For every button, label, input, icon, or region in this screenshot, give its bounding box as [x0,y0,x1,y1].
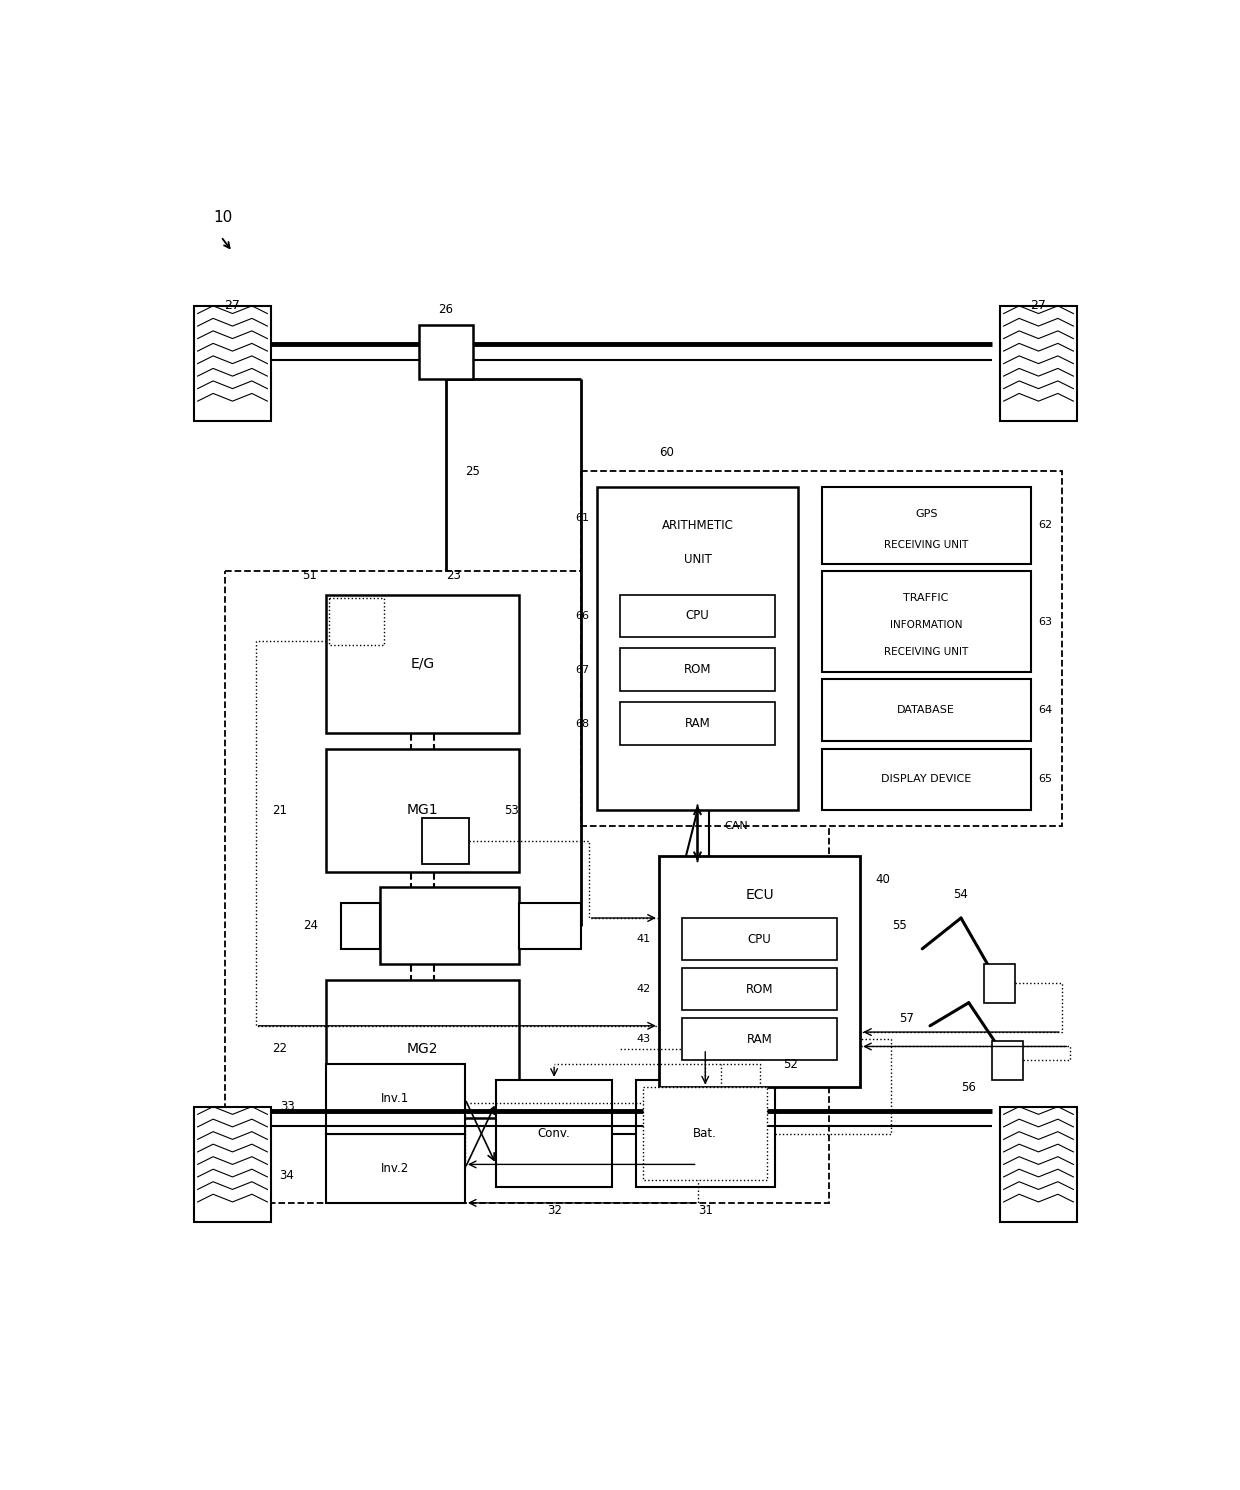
Text: RAM: RAM [746,1033,773,1046]
Bar [496,1080,613,1188]
Text: 33: 33 [280,1100,295,1113]
Bar [325,1134,465,1202]
Bar [423,818,469,864]
Text: 67: 67 [575,665,589,675]
Text: RECEIVING UNIT: RECEIVING UNIT [884,539,968,550]
Text: CAN: CAN [724,821,748,830]
Text: 25: 25 [465,465,480,478]
Bar [821,572,1030,672]
Text: Inv.2: Inv.2 [381,1162,409,1174]
Text: 26: 26 [438,302,453,316]
Bar [821,748,1030,811]
Text: 56: 56 [961,1080,976,1094]
Bar [644,1088,768,1180]
Text: 27: 27 [224,299,241,313]
Bar [658,857,861,1088]
Bar [193,1107,272,1222]
Bar [341,903,379,949]
Text: GPS: GPS [915,508,937,519]
Bar [520,903,582,949]
Text: INFORMATION: INFORMATION [890,620,962,630]
Text: 54: 54 [954,888,968,901]
Text: ROM: ROM [683,663,712,676]
Text: 64: 64 [1039,705,1053,715]
Bar [821,487,1030,563]
Bar [330,599,383,645]
Text: 61: 61 [575,513,589,523]
Text: 31: 31 [698,1204,713,1217]
Bar [620,648,775,691]
Text: 27: 27 [1030,299,1047,313]
Text: ARITHMETIC: ARITHMETIC [662,519,733,532]
Text: 34: 34 [280,1170,295,1183]
Text: 21: 21 [272,803,286,817]
Bar [325,748,520,872]
Text: 32: 32 [547,1204,562,1217]
Text: CPU: CPU [686,609,709,623]
Bar [992,1042,1023,1080]
Text: 62: 62 [1039,520,1053,530]
Text: MG1: MG1 [407,803,438,817]
Text: 66: 66 [575,611,589,621]
Text: 57: 57 [900,1012,915,1025]
Text: DATABASE: DATABASE [898,705,955,715]
Text: 10: 10 [213,210,232,225]
Text: UNIT: UNIT [683,553,712,566]
Bar [682,918,837,961]
Text: 23: 23 [446,569,461,583]
Text: 51: 51 [303,569,317,583]
Bar [379,887,520,964]
Text: 41: 41 [637,934,651,945]
Bar [620,595,775,636]
Text: RECEIVING UNIT: RECEIVING UNIT [884,647,968,657]
Bar [419,325,472,378]
Text: MG2: MG2 [407,1042,438,1056]
Text: 53: 53 [503,803,518,817]
Text: 43: 43 [637,1034,651,1044]
Bar [325,979,520,1118]
Bar [224,572,830,1202]
Text: TRAFFIC: TRAFFIC [904,593,949,603]
Bar [999,1107,1078,1222]
Bar [325,595,520,733]
Bar [325,1064,465,1134]
Text: 65: 65 [1039,775,1053,784]
Text: Conv.: Conv. [538,1126,570,1140]
Text: Bat.: Bat. [693,1126,717,1140]
Text: 68: 68 [575,718,589,729]
Text: 40: 40 [875,873,890,887]
Bar [620,702,775,745]
Bar [635,1080,775,1188]
Text: 52: 52 [784,1058,797,1071]
Bar [582,471,1061,825]
Text: ECU: ECU [745,888,774,901]
Text: ROM: ROM [745,983,774,995]
Text: 24: 24 [303,919,317,933]
Text: 42: 42 [637,985,651,994]
Bar [596,487,799,811]
Text: 22: 22 [272,1043,286,1055]
Text: Inv.1: Inv.1 [381,1092,409,1106]
Bar [985,964,1016,1003]
Text: 60: 60 [660,446,673,459]
Bar [821,679,1030,741]
Text: RAM: RAM [684,717,711,730]
Text: 63: 63 [1039,617,1053,627]
Text: E/G: E/G [410,657,434,670]
Text: DISPLAY DEVICE: DISPLAY DEVICE [880,775,971,784]
Bar [999,305,1078,422]
Bar [682,1018,837,1061]
Text: 55: 55 [892,919,906,933]
Bar [193,305,272,422]
Text: CPU: CPU [748,933,771,946]
Bar [682,968,837,1010]
